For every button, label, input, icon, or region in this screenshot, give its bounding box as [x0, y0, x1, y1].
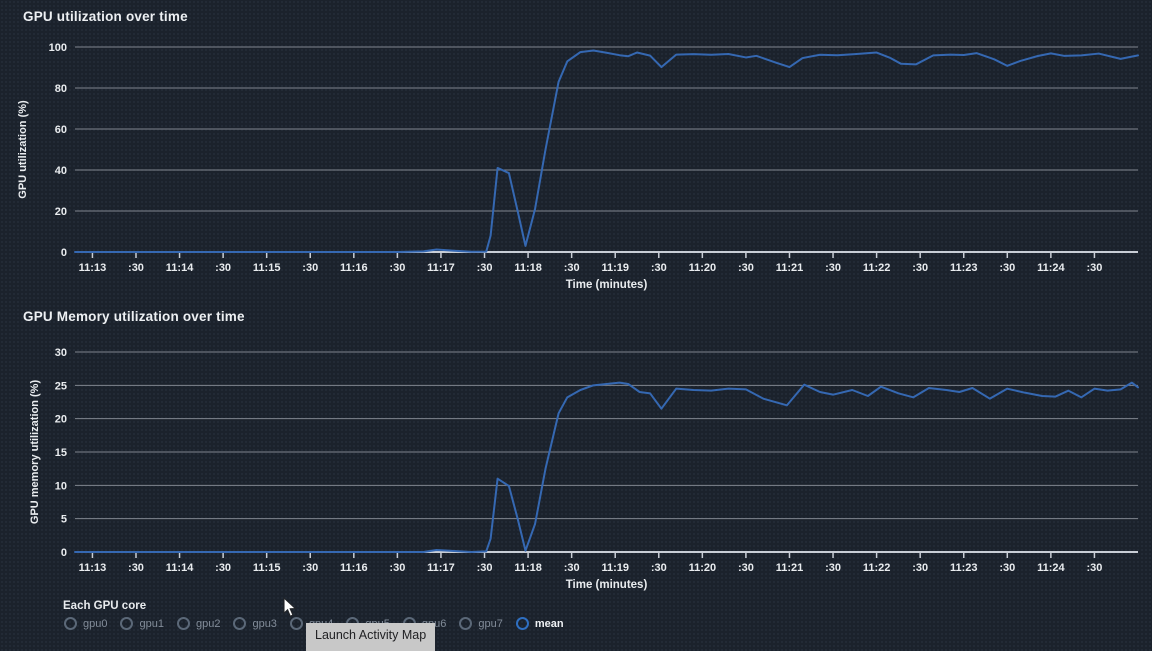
gpu-core-radio-gpu2[interactable]: gpu2 — [176, 617, 221, 630]
y-tick-label: 10 — [55, 480, 67, 492]
gpu-core-radio-gpu3[interactable]: gpu3 — [233, 617, 277, 630]
x-tick-label: :30 — [215, 262, 231, 274]
x-tick-label: 11:17 — [427, 262, 455, 274]
y-tick-label: 30 — [55, 347, 67, 359]
x-tick-label: 11:14 — [166, 562, 194, 574]
x-tick-label: :30 — [912, 562, 928, 574]
y-tick-label: 40 — [55, 165, 67, 177]
x-tick-label: 11:14 — [166, 262, 194, 274]
x-tick-label: :30 — [477, 562, 493, 574]
x-tick-label: 11:15 — [253, 262, 281, 274]
radio-label: gpu2 — [195, 617, 221, 630]
x-tick-label: 11:15 — [253, 562, 281, 574]
x-tick-label: 11:18 — [514, 262, 542, 274]
x-tick-label: :30 — [825, 562, 841, 574]
gpu-utilization-chart-title: GPU utilization over time — [23, 9, 188, 24]
x-tick-label: 11:22 — [863, 562, 891, 574]
radio-label: gpu0 — [83, 617, 108, 630]
x-tick-label: 11:16 — [340, 262, 368, 274]
x-tick-label: 11:13 — [79, 262, 107, 274]
y-tick-label: 20 — [55, 414, 67, 426]
radio-label: gpu1 — [139, 617, 164, 630]
radio-circle-icon — [176, 617, 190, 630]
gpu-memory-utilization-chart[interactable]: 0 5 10 15 20 25 30 11:13 :30 11:14 :30 11:15 :30 11:1… — [0, 338, 1152, 598]
x-tick-label: :30 — [477, 262, 493, 274]
x-tick-label: :30 — [999, 562, 1015, 574]
x-tick-label: 11:20 — [689, 262, 717, 274]
y-tick-label: 5 — [61, 514, 67, 526]
y-tick-label: 0 — [61, 547, 67, 559]
y-tick-label: 80 — [55, 83, 67, 95]
x-tick-label: :30 — [912, 262, 928, 274]
x-axis-title: Time (minutes) — [566, 579, 648, 591]
radio-circle-icon — [120, 617, 134, 630]
y-tick-label: 20 — [55, 206, 67, 218]
x-tick-label: 11:19 — [601, 262, 629, 274]
radio-circle-icon — [289, 617, 303, 630]
x-tick-label: 11:23 — [950, 562, 978, 574]
gpu-core-radio-gpu7[interactable]: gpu7 — [459, 617, 503, 630]
x-tick-label: 11:23 — [950, 262, 978, 274]
x-tick-label: :30 — [302, 562, 318, 574]
x-tick-label: :30 — [825, 262, 841, 274]
mouse-cursor — [283, 597, 297, 617]
x-tick-label: 11:17 — [427, 562, 455, 574]
radio-circle-icon — [459, 617, 473, 630]
radio-label: gpu3 — [252, 617, 277, 630]
x-tick-label: :30 — [389, 262, 405, 274]
y-tick-label: 60 — [55, 124, 67, 136]
x-tick-label: 11:21 — [776, 262, 804, 274]
x-tick-label: :30 — [738, 262, 754, 274]
gpu-core-radio-gpu1[interactable]: gpu1 — [120, 617, 164, 630]
x-tick-label: :30 — [215, 562, 231, 574]
launch-activity-map-tooltip: Launch Activity Map — [306, 623, 436, 651]
radio-label: gpu7 — [478, 617, 503, 630]
y-tick-label: 25 — [55, 380, 67, 392]
y-axis-title: GPU memory utilization (%) — [29, 380, 41, 525]
y-tick-label: 100 — [49, 42, 67, 54]
x-tick-label: :30 — [128, 262, 144, 274]
radio-circle-icon — [233, 617, 247, 630]
x-tick-label: :30 — [389, 562, 405, 574]
x-tick-label: 11:20 — [689, 562, 717, 574]
x-tick-label: 11:16 — [340, 562, 368, 574]
x-tick-label: 11:24 — [1037, 262, 1065, 274]
x-tick-label: :30 — [651, 262, 667, 274]
gpu-core-selector-label: Each GPU core — [63, 600, 147, 612]
series-line-mean — [74, 49, 1139, 253]
x-tick-label: :30 — [1086, 262, 1102, 274]
x-tick-label: :30 — [651, 562, 667, 574]
series-line-mean — [74, 381, 1139, 553]
gpu-utilization-chart[interactable]: 0 20 40 60 80 100 11:13 :30 11:14 :30 11:15 :30 11:1… — [0, 38, 1152, 298]
x-tick-label: 11:18 — [514, 562, 542, 574]
radio-label: mean — [534, 617, 564, 630]
x-tick-label: :30 — [1086, 562, 1102, 574]
x-tick-label: :30 — [999, 262, 1015, 274]
x-axis-title: Time (minutes) — [566, 279, 648, 291]
y-axis-title: GPU utilization (%) — [17, 100, 29, 199]
x-tick-label: :30 — [302, 262, 318, 274]
x-tick-label: 11:13 — [79, 562, 107, 574]
x-tick-label: 11:22 — [863, 262, 891, 274]
x-tick-label: :30 — [738, 562, 754, 574]
gpu-memory-utilization-chart-title: GPU Memory utilization over time — [23, 309, 245, 324]
x-tick-label: :30 — [564, 262, 580, 274]
gpu-core-radio-mean[interactable]: mean — [515, 617, 564, 630]
x-tick-label: :30 — [564, 562, 580, 574]
y-tick-label: 0 — [61, 247, 67, 259]
x-tick-label: :30 — [128, 562, 144, 574]
radio-circle-icon — [515, 617, 529, 630]
x-tick-label: 11:21 — [776, 562, 804, 574]
x-tick-label: 11:24 — [1037, 562, 1065, 574]
y-tick-label: 15 — [55, 447, 67, 459]
radio-circle-icon — [64, 617, 77, 630]
gpu-core-radio-gpu0[interactable]: gpu0 — [64, 617, 107, 630]
x-tick-label: 11:19 — [601, 562, 629, 574]
